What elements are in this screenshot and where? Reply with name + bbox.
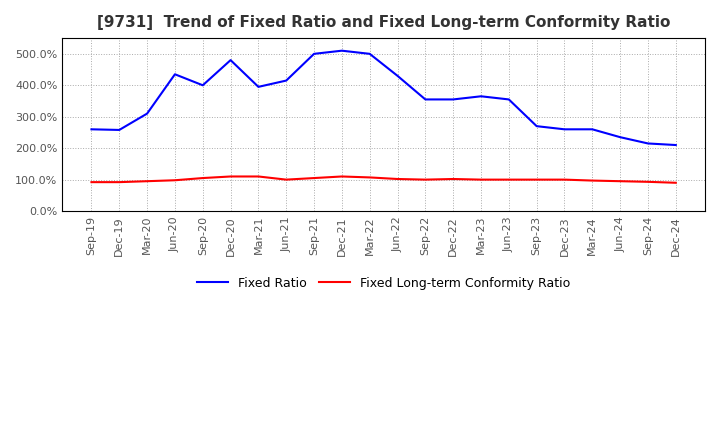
Fixed Long-term Conformity Ratio xyxy=(477,177,485,182)
Fixed Long-term Conformity Ratio xyxy=(115,180,124,185)
Fixed Long-term Conformity Ratio xyxy=(310,176,318,181)
Title: [9731]  Trend of Fixed Ratio and Fixed Long-term Conformity Ratio: [9731] Trend of Fixed Ratio and Fixed Lo… xyxy=(97,15,670,30)
Fixed Long-term Conformity Ratio xyxy=(616,179,624,184)
Fixed Ratio xyxy=(143,111,151,116)
Fixed Long-term Conformity Ratio xyxy=(143,179,151,184)
Legend: Fixed Ratio, Fixed Long-term Conformity Ratio: Fixed Ratio, Fixed Long-term Conformity … xyxy=(192,272,575,295)
Fixed Long-term Conformity Ratio xyxy=(393,176,402,182)
Fixed Ratio xyxy=(226,58,235,63)
Fixed Ratio xyxy=(532,124,541,129)
Line: Fixed Ratio: Fixed Ratio xyxy=(91,51,676,145)
Fixed Ratio xyxy=(616,135,624,140)
Fixed Ratio xyxy=(644,141,652,146)
Fixed Ratio xyxy=(560,127,569,132)
Fixed Ratio xyxy=(588,127,597,132)
Fixed Long-term Conformity Ratio xyxy=(254,174,263,179)
Fixed Ratio xyxy=(477,94,485,99)
Fixed Ratio xyxy=(449,97,457,102)
Fixed Ratio xyxy=(672,143,680,148)
Fixed Long-term Conformity Ratio xyxy=(282,177,291,182)
Fixed Ratio xyxy=(393,73,402,78)
Fixed Ratio xyxy=(115,127,124,132)
Fixed Ratio xyxy=(505,97,513,102)
Fixed Ratio xyxy=(310,51,318,56)
Fixed Ratio xyxy=(365,51,374,56)
Fixed Ratio xyxy=(282,78,291,83)
Fixed Ratio xyxy=(87,127,96,132)
Fixed Long-term Conformity Ratio xyxy=(338,174,346,179)
Fixed Long-term Conformity Ratio xyxy=(644,179,652,184)
Fixed Long-term Conformity Ratio xyxy=(672,180,680,185)
Fixed Ratio xyxy=(254,84,263,89)
Fixed Long-term Conformity Ratio xyxy=(505,177,513,182)
Fixed Ratio xyxy=(199,83,207,88)
Fixed Long-term Conformity Ratio xyxy=(365,175,374,180)
Fixed Long-term Conformity Ratio xyxy=(449,176,457,182)
Line: Fixed Long-term Conformity Ratio: Fixed Long-term Conformity Ratio xyxy=(91,176,676,183)
Fixed Long-term Conformity Ratio xyxy=(532,177,541,182)
Fixed Long-term Conformity Ratio xyxy=(421,177,430,182)
Fixed Long-term Conformity Ratio xyxy=(87,180,96,185)
Fixed Long-term Conformity Ratio xyxy=(560,177,569,182)
Fixed Long-term Conformity Ratio xyxy=(199,176,207,181)
Fixed Ratio xyxy=(338,48,346,53)
Fixed Ratio xyxy=(171,72,179,77)
Fixed Ratio xyxy=(421,97,430,102)
Fixed Long-term Conformity Ratio xyxy=(226,174,235,179)
Fixed Long-term Conformity Ratio xyxy=(588,178,597,183)
Fixed Long-term Conformity Ratio xyxy=(171,178,179,183)
